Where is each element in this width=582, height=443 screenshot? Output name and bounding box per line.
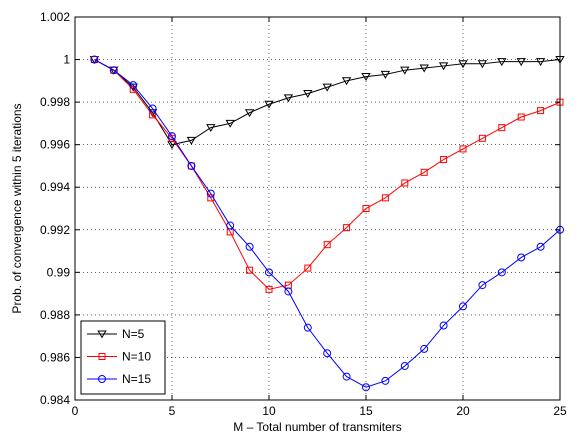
y-tick-label: 0.986	[40, 350, 70, 364]
data-point-n10	[265, 285, 273, 293]
data-point-n15	[245, 242, 254, 251]
legend-label: N=10	[122, 350, 151, 364]
legend-marker	[98, 375, 106, 383]
data-point-n15	[226, 221, 235, 230]
data-point-n15	[109, 66, 118, 75]
data-point-n10	[498, 124, 506, 132]
y-tick-label: 0.994	[40, 180, 70, 194]
y-tick-label: 0.992	[40, 223, 70, 237]
y-axis-label: Prob. of convergence within 5 iterations	[10, 103, 24, 313]
plot-frame	[74, 16, 561, 401]
data-point-n15	[459, 302, 467, 311]
data-point-n15	[342, 372, 351, 381]
data-point-n5	[400, 66, 410, 75]
series-line-n10	[94, 59, 561, 290]
data-point-n5	[497, 58, 507, 67]
data-point-n10	[420, 168, 428, 176]
x-tick-label: 0	[72, 404, 79, 418]
x-tick-label: 25	[553, 404, 567, 418]
y-tick-label: 0.996	[40, 138, 70, 152]
data-point-n5	[244, 109, 255, 118]
data-point-n5	[438, 62, 449, 71]
data-point-n15	[497, 268, 506, 277]
data-point-n5	[206, 124, 216, 133]
data-point-n5	[303, 90, 313, 99]
data-point-n5	[419, 64, 429, 73]
data-point-n15	[323, 349, 332, 358]
series-n15	[90, 55, 564, 392]
axis-ticks: 0 5 10 15 20 25 0.984 0.986 0.988 0.99 0.992 0.994 0…	[40, 10, 567, 418]
data-point-n10	[517, 113, 525, 121]
data-point-n15	[206, 189, 215, 198]
data-point-n5	[186, 136, 197, 145]
data-point-n15	[168, 132, 176, 141]
data-point-n5	[477, 60, 488, 69]
legend-box	[80, 320, 166, 395]
x-tick-label: 5	[169, 404, 176, 418]
legend-entry-n15: N=15	[87, 372, 151, 386]
y-tick-label: 0.99	[47, 265, 71, 279]
data-point-n5	[225, 119, 235, 128]
x-tick-label: 15	[359, 404, 373, 418]
data-point-n10	[440, 156, 448, 164]
data-point-n10	[343, 224, 351, 232]
data-point-n5	[283, 94, 294, 103]
series-layer	[89, 55, 565, 392]
data-point-n15	[265, 268, 273, 277]
legend-entry-n5: N=5	[87, 327, 145, 341]
x-tick-label: 20	[456, 404, 470, 418]
data-point-n15	[536, 242, 545, 251]
legend-label: N=5	[122, 327, 145, 341]
y-tick-label: 0.984	[40, 393, 70, 407]
data-point-n5	[341, 77, 352, 86]
y-tick-label: 1.002	[40, 10, 70, 24]
y-tick-label: 0.988	[40, 308, 70, 322]
data-point-n5	[380, 70, 391, 79]
data-point-n10	[381, 194, 389, 202]
legend-entry-n10: N=10	[87, 350, 151, 364]
x-axis-label: M – Total number of transmiters	[233, 420, 402, 434]
data-point-n15	[381, 376, 390, 385]
data-point-n15	[284, 287, 293, 296]
data-point-n10	[304, 264, 312, 272]
data-point-n15	[303, 323, 312, 332]
data-point-n15	[439, 321, 448, 330]
data-point-n10	[362, 205, 370, 212]
data-point-n15	[129, 81, 138, 90]
legend: N=5 N=10 N=15	[80, 320, 166, 395]
y-tick-label: 1	[63, 53, 70, 67]
data-point-n15	[517, 253, 526, 262]
data-point-n5	[516, 58, 526, 67]
data-point-n15	[187, 161, 196, 170]
data-point-n15	[362, 383, 370, 392]
data-point-n15	[148, 104, 157, 113]
data-point-n15	[478, 281, 487, 290]
data-point-n15	[90, 55, 99, 64]
data-point-n5	[264, 100, 274, 109]
legend-marker	[97, 330, 107, 339]
data-point-n10	[323, 241, 331, 249]
legend-marker	[98, 353, 106, 360]
series-line-n15	[94, 59, 561, 388]
data-point-n15	[400, 361, 409, 370]
data-point-n5	[458, 60, 468, 69]
data-point-n10	[401, 179, 409, 187]
data-point-n5	[361, 73, 371, 81]
data-point-n10	[478, 134, 486, 142]
series-line-n5	[94, 59, 561, 146]
data-point-n10	[537, 107, 545, 115]
data-point-n10	[459, 145, 467, 153]
x-tick-label: 10	[262, 404, 276, 418]
data-point-n15	[420, 344, 429, 353]
data-point-n10	[246, 266, 254, 274]
data-point-n5	[322, 83, 332, 92]
legend-label: N=15	[122, 372, 151, 386]
data-point-n5	[535, 58, 546, 67]
y-tick-label: 0.998	[40, 95, 70, 109]
